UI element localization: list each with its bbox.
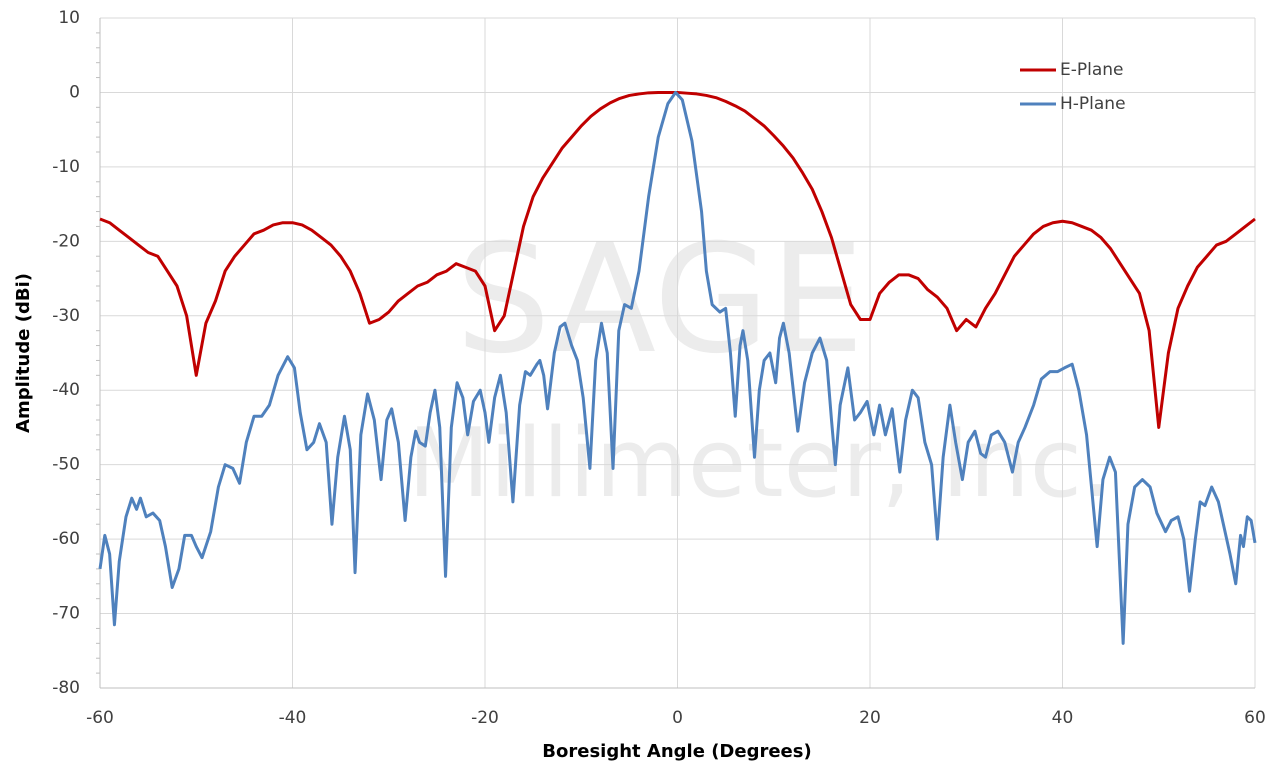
y-tick-label: 10 bbox=[58, 8, 80, 28]
y-tick-label: -70 bbox=[52, 604, 80, 624]
watermark: SAGE bbox=[456, 213, 865, 387]
y-tick-label: -80 bbox=[52, 678, 80, 698]
y-axis-title: Amplitude (dBi) bbox=[13, 273, 34, 433]
y-tick-label: -20 bbox=[52, 231, 80, 251]
y-tick-label: -60 bbox=[52, 529, 80, 549]
y-tick-label: -40 bbox=[52, 380, 80, 400]
y-tick-label: -50 bbox=[52, 455, 80, 475]
y-tick-label: 0 bbox=[69, 82, 80, 102]
legend-label: H-Plane bbox=[1060, 94, 1126, 114]
watermark: Millimeter, Inc. bbox=[408, 409, 1112, 519]
y-tick-label: -30 bbox=[52, 306, 80, 326]
x-tick-label: -60 bbox=[86, 708, 114, 728]
x-tick-label: 20 bbox=[859, 708, 881, 728]
x-tick-label: -20 bbox=[471, 708, 499, 728]
x-tick-label: 60 bbox=[1244, 708, 1266, 728]
x-tick-label: -40 bbox=[279, 708, 307, 728]
legend-label: E-Plane bbox=[1060, 60, 1124, 80]
series-line bbox=[98, 90, 1257, 645]
x-tick-label: 40 bbox=[1052, 708, 1074, 728]
x-tick-label: 0 bbox=[672, 708, 683, 728]
x-axis-title: Boresight Angle (Degrees) bbox=[542, 741, 811, 762]
y-tick-label: -10 bbox=[52, 157, 80, 177]
